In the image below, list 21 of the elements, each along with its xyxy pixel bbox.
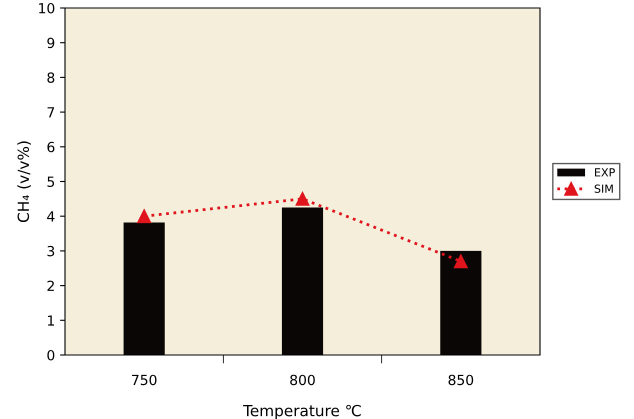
x-tick-label: 750 (132, 374, 156, 386)
y-tick-label: 9 (47, 38, 54, 48)
x-tick-label: 800 (290, 374, 315, 386)
x-tick-label: 850 (448, 374, 474, 386)
y-tick-label: 0 (47, 350, 54, 360)
y-tick-label: 1 (48, 315, 54, 326)
y-tick-label: 8 (47, 72, 54, 83)
y-tick-label: 2 (47, 280, 54, 291)
y-tick-label: 4 (47, 211, 54, 222)
point (296, 192, 310, 206)
point (454, 254, 468, 268)
legend-label: EXP (595, 168, 615, 176)
y-tick-label: 6 (47, 142, 54, 152)
x-axis-title: Temperature ℃ (243, 404, 361, 419)
y-tick-label: 10 (39, 2, 54, 14)
y-tick-label: 5 (48, 176, 54, 187)
y-axis-title: CH₄ (v/v%) (17, 141, 31, 222)
legend-label: SIM (594, 184, 613, 193)
point (137, 209, 152, 224)
y-tick-label: 7 (48, 107, 54, 118)
y-tick-label: 3 (48, 246, 54, 256)
